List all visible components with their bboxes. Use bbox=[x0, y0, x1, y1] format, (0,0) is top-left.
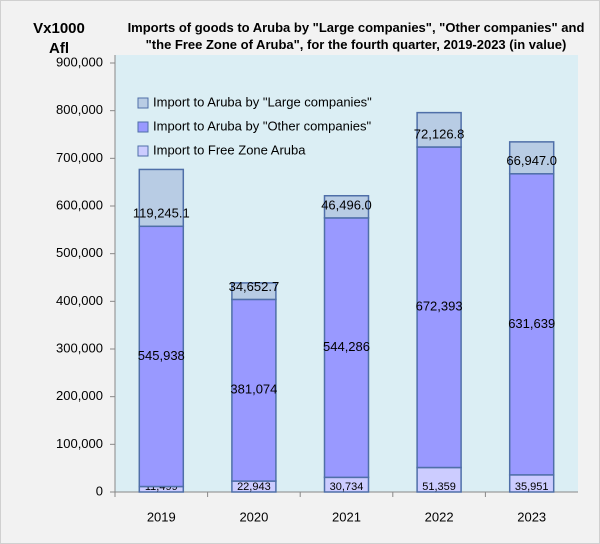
value-label: 72,126.8 bbox=[414, 126, 465, 141]
value-label: 381,074 bbox=[230, 382, 277, 397]
y-tick-label: 800,000 bbox=[56, 102, 103, 117]
bar-segment bbox=[138, 225, 185, 488]
y-tick-label: 700,000 bbox=[56, 150, 103, 165]
y-tick-label: 100,000 bbox=[56, 436, 103, 451]
y-tick-label: 300,000 bbox=[56, 340, 103, 355]
y-tick-label: 900,000 bbox=[56, 54, 103, 69]
value-label: 30,734 bbox=[330, 481, 364, 493]
x-tick-label: 2022 bbox=[425, 509, 454, 524]
y-tick-label: 400,000 bbox=[56, 293, 103, 308]
x-tick-label: 2019 bbox=[147, 509, 176, 524]
legend-label: Import to Aruba by "Large companies" bbox=[153, 94, 372, 109]
value-label: 545,938 bbox=[138, 348, 185, 363]
bar-segment bbox=[231, 282, 277, 301]
value-label: 672,393 bbox=[416, 299, 463, 314]
bar-segment bbox=[416, 111, 462, 148]
bar-segment bbox=[508, 141, 555, 175]
x-tick-label: 2020 bbox=[239, 509, 268, 524]
legend-label: Import to Free Zone Aruba bbox=[153, 142, 306, 157]
legend-label: Import to Aruba by "Other companies" bbox=[153, 118, 371, 133]
value-label: 34,652.7 bbox=[229, 279, 280, 294]
bar-segment bbox=[508, 173, 555, 476]
y-tick-label: 200,000 bbox=[56, 388, 103, 403]
bar-segment bbox=[138, 168, 185, 228]
value-label: 22,943 bbox=[237, 481, 271, 493]
x-tick-label: 2021 bbox=[332, 509, 361, 524]
bar-segment bbox=[231, 298, 277, 482]
bar-segment bbox=[323, 194, 370, 219]
y-tick-label: 500,000 bbox=[56, 245, 103, 260]
y-axis-label: Vx1000 Afl bbox=[33, 20, 85, 57]
bar-segment bbox=[323, 217, 370, 479]
legend-swatch bbox=[137, 121, 149, 133]
value-label: 46,496.0 bbox=[321, 197, 372, 212]
value-label: 631,639 bbox=[508, 316, 555, 331]
legend-swatch bbox=[137, 145, 149, 157]
value-label: 119,245.1 bbox=[133, 206, 190, 221]
bar-segment bbox=[416, 146, 462, 469]
value-label: 51,359 bbox=[422, 481, 456, 493]
y-tick-label: 600,000 bbox=[56, 197, 103, 212]
x-tick-label: 2023 bbox=[517, 509, 546, 524]
legend-swatch bbox=[137, 97, 149, 109]
value-label: 544,286 bbox=[323, 339, 370, 354]
chart-title: Imports of goods to Aruba by "Large comp… bbox=[127, 20, 585, 52]
value-label: 66,947.0 bbox=[506, 153, 557, 168]
bar-segment bbox=[416, 466, 462, 493]
value-label: 35,951 bbox=[515, 481, 549, 493]
y-tick-label: 0 bbox=[96, 483, 103, 498]
